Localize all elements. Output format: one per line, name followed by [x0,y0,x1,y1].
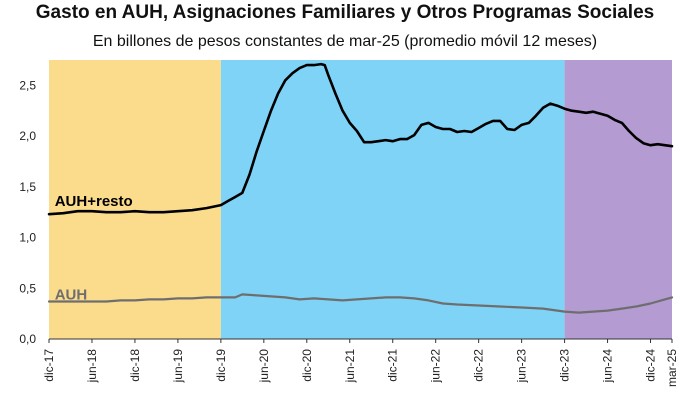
series-label-1: AUH [55,286,88,303]
series-labels: AUH+resto AUH [55,193,133,303]
period-band-2 [564,60,672,339]
series-lines [47,62,674,314]
x-tick-label: jun-20 [257,349,271,384]
x-tick-label: dic-17 [42,349,56,382]
series-line-1 [47,293,674,314]
y-tick-label: 0,5 [19,281,36,295]
y-axis-ticks: 0,0 0,5 1,0 1,5 2,0 2,5 [19,78,36,346]
y-tick-label: 2,0 [19,129,36,143]
series-label-0: AUH+resto [55,193,133,210]
y-tick-label: 0,0 [19,332,36,346]
y-tick-label: 2,5 [19,78,36,92]
x-tick-label: jun-23 [515,349,529,384]
y-tick-label: 1,0 [19,231,36,245]
x-tick-label: dic-21 [386,349,400,382]
x-tick-label: mar-25 [665,349,679,387]
x-tick-label: dic-18 [128,349,142,382]
period-bands [49,60,672,339]
x-tick-label: dic-24 [644,349,658,382]
period-band-0 [49,60,221,339]
x-axis-ticks: dic-17 jun-18 dic-18 jun-19 dic-19 jun-20 dic-… [42,339,679,387]
x-tick-label: dic-19 [214,349,228,382]
x-tick-label: dic-22 [472,349,486,382]
x-tick-label: jun-19 [171,349,185,384]
x-tick-label: jun-21 [343,349,357,384]
chart-subtitle: En billones de pesos constantes de mar-2… [92,33,598,50]
series-line-0 [47,62,674,216]
x-tick-label: jun-22 [429,349,443,384]
y-tick-label: 1,5 [19,180,36,194]
x-tick-label: jun-24 [601,349,615,384]
period-band-1 [220,60,565,339]
chart-title: Gasto en AUH, Asignaciones Familiares y … [35,2,655,23]
x-tick-label: dic-23 [558,349,572,382]
x-tick-label: dic-20 [300,349,314,382]
x-tick-label: jun-18 [85,349,99,384]
